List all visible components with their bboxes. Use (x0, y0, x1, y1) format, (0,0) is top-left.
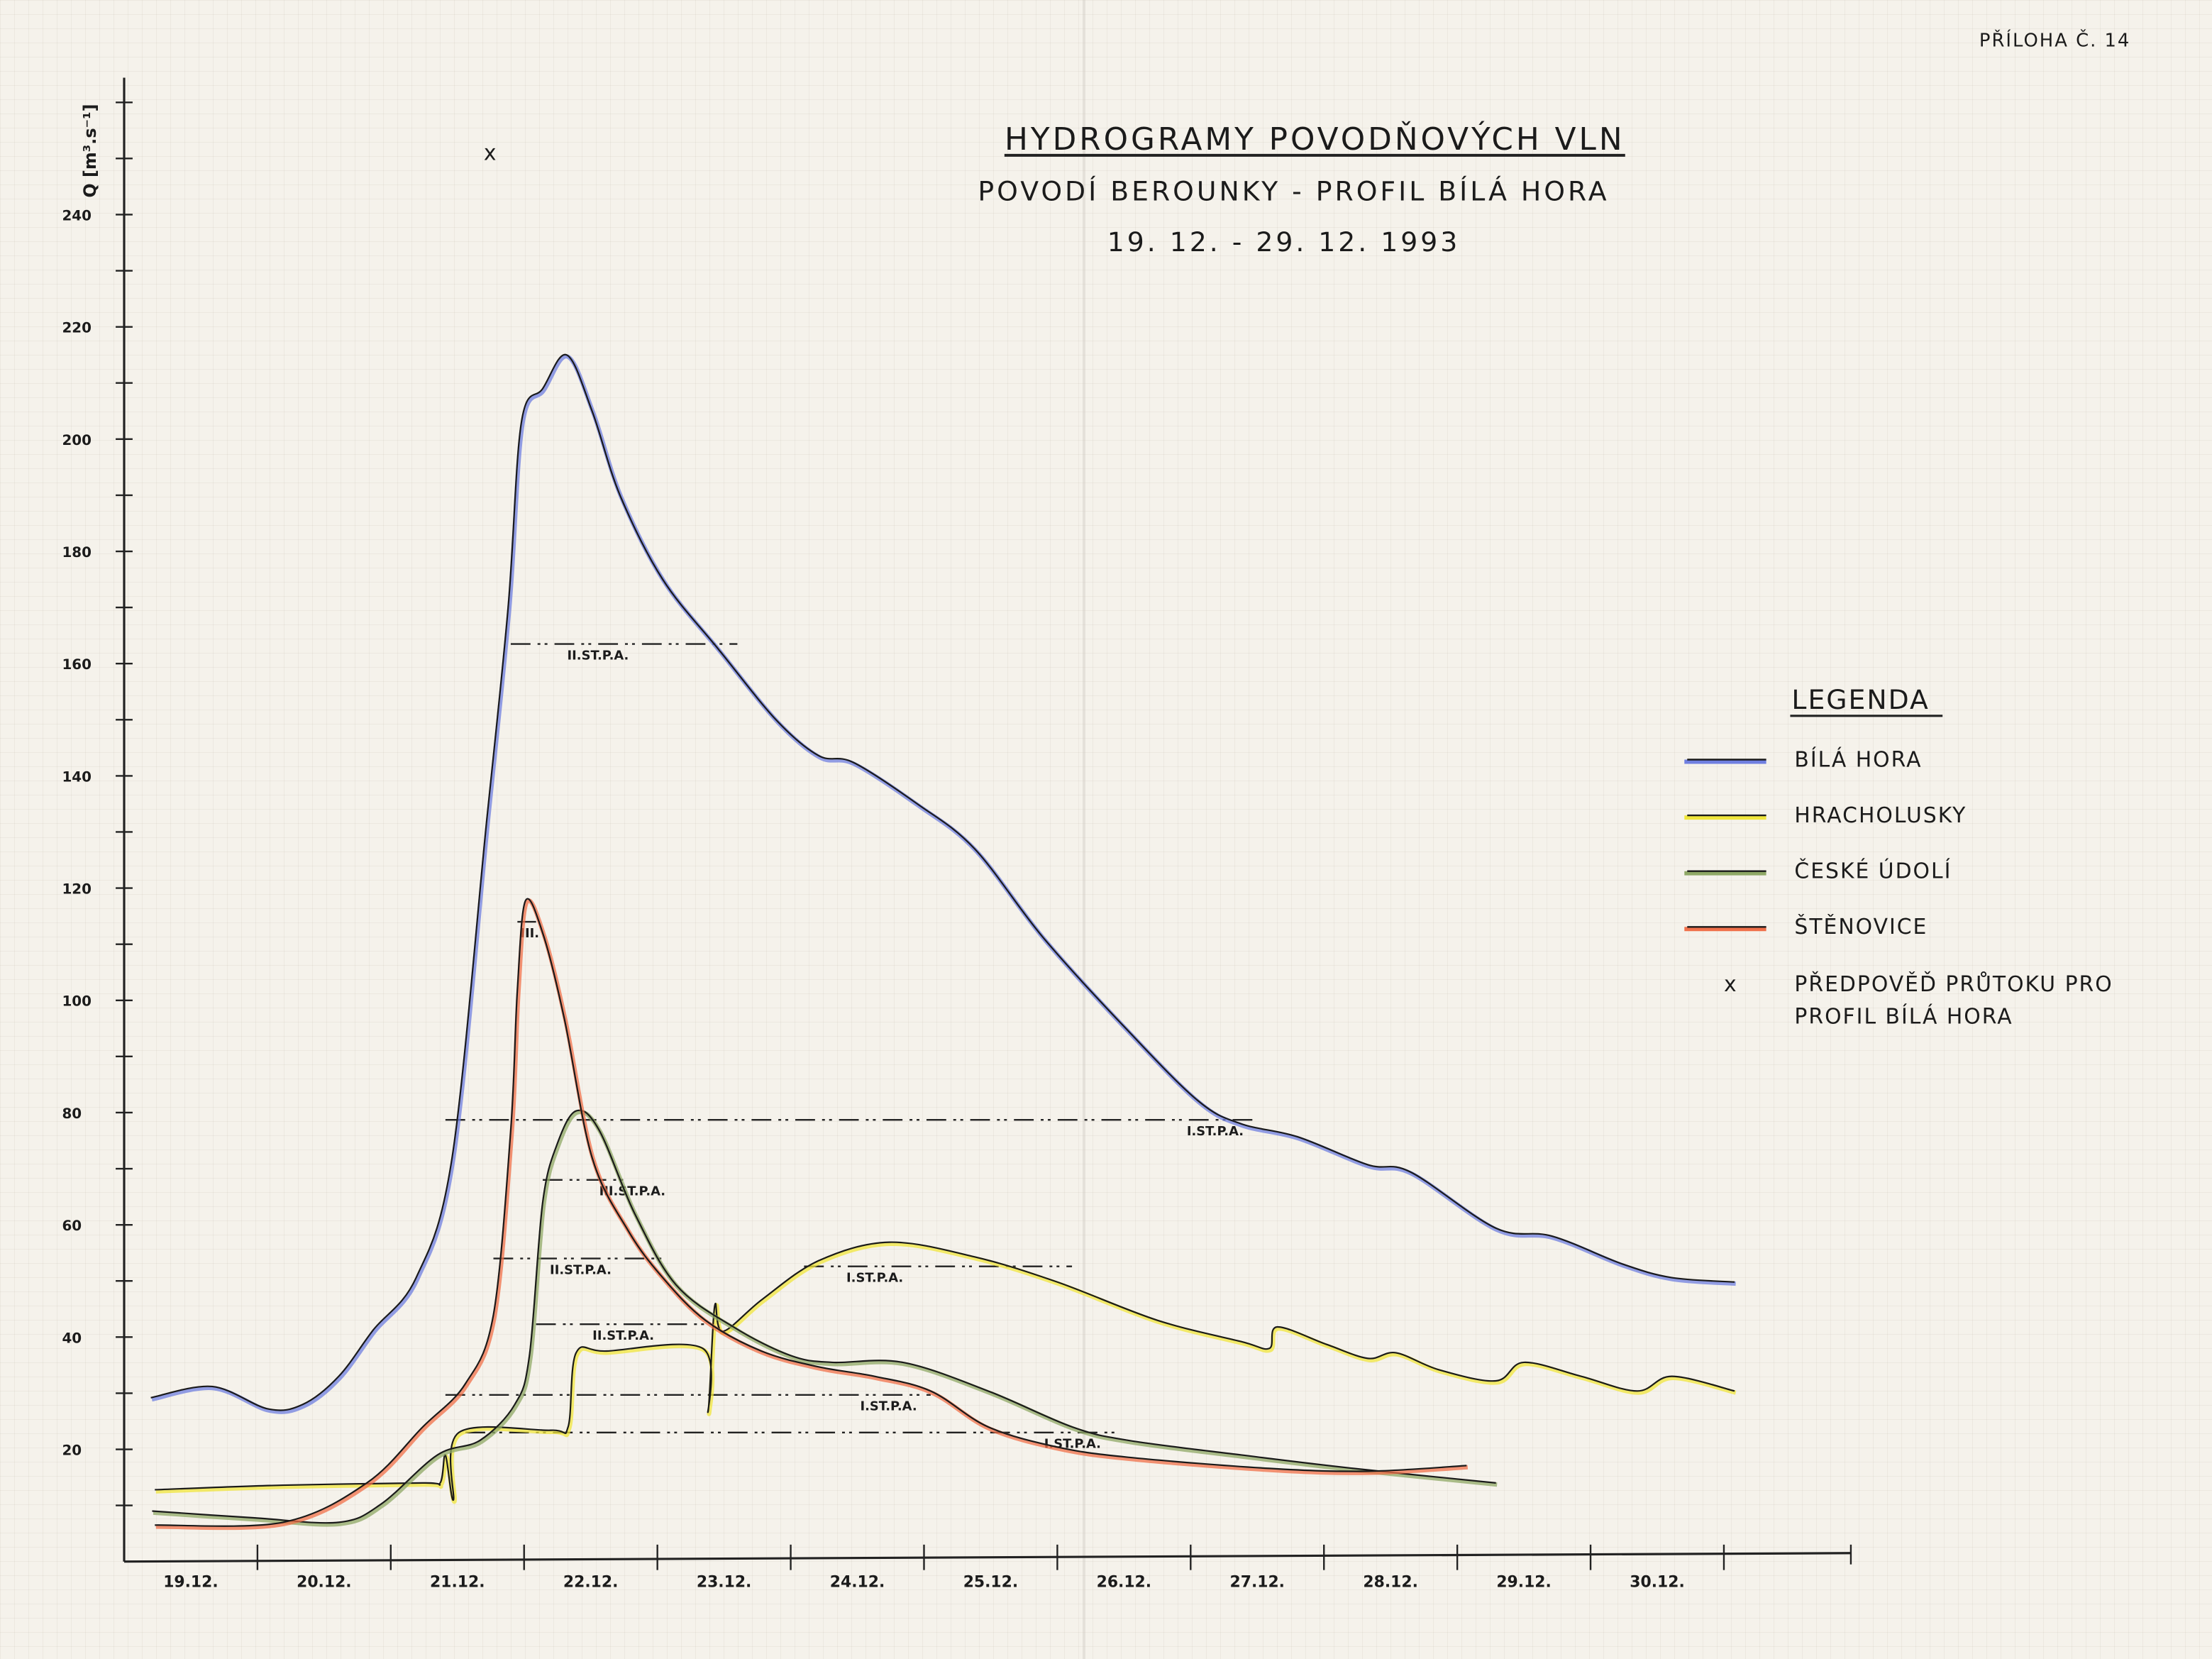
y-tick-label: 60 (62, 1218, 82, 1234)
legend: LEGENDA BÍLÁ HORA HRACHOLUSKY ČESKÉ ÚDOLÍ Š… (1684, 684, 2113, 1030)
threshold-label: I.ST.P.A. (1187, 1124, 1244, 1139)
y-tick-label: 140 (62, 768, 91, 785)
series-line-hracholusky (155, 1241, 1735, 1501)
threshold-label: II.ST.P.A. (592, 1328, 654, 1343)
legend-label-stenovice: ŠTĚNOVICE (1794, 913, 1928, 939)
series-color-stenovice (155, 898, 1469, 1531)
x-tick-label: 22.12. (563, 1574, 618, 1592)
y-axis-label: Q [m³.s⁻¹] (80, 104, 100, 197)
threshold-label: I.ST.P.A. (860, 1399, 917, 1414)
axes (123, 77, 1851, 1563)
y-tick-label: 160 (62, 656, 91, 673)
y-tick-label: 80 (62, 1106, 82, 1122)
forecast-marker: x (484, 140, 498, 165)
x-tick-label: 28.12. (1363, 1574, 1417, 1592)
series-line-stenovice (155, 898, 1467, 1527)
x-tick-label: 27.12. (1230, 1574, 1285, 1592)
paper-fold-line (1083, 0, 1085, 1659)
legend-forecast-marker: x (1724, 972, 1738, 997)
y-tick-label: 240 (62, 207, 91, 224)
x-tick-label: 30.12. (1630, 1574, 1684, 1592)
series-line-bila-hora (150, 353, 1735, 1411)
x-tick-label: 29.12. (1496, 1574, 1551, 1592)
y-tick-label: 20 (62, 1442, 82, 1458)
threshold-label: III. (520, 926, 539, 941)
threshold-label: III.ST.P.A. (599, 1184, 666, 1199)
chart-date-range: 19. 12. - 29. 12. 1993 (1107, 226, 1461, 258)
series-color-ceske-udoli (153, 1110, 1498, 1527)
legend-label-hracholusky: HRACHOLUSKY (1794, 803, 1967, 828)
legend-title: LEGENDA (1791, 684, 1929, 715)
x-tick-label: 21.12. (430, 1574, 485, 1592)
series-color-hracholusky (155, 1242, 1737, 1504)
threshold-label: I.ST.P.A. (846, 1271, 903, 1286)
y-tick-label: 200 (62, 432, 91, 448)
chart-title: HYDROGRAMY POVODŇOVÝCH VLN (1005, 120, 1625, 158)
legend-label-ceske-udoli: ČESKÉ ÚDOLÍ (1794, 858, 1952, 884)
y-tick-label: 40 (62, 1330, 82, 1346)
legend-forecast-label-line1: PŘEDPOVĚĎ PRŮTOKU PRO (1794, 971, 2113, 997)
x-axis (123, 1552, 1851, 1563)
threshold-label: II.ST.P.A. (550, 1262, 612, 1277)
x-tick-label: 23.12. (697, 1574, 751, 1592)
x-tick-label: 20.12. (297, 1574, 351, 1592)
y-tick-label: 180 (62, 544, 91, 561)
series-color-bila-hora (151, 354, 1736, 1414)
y-tick-label: 100 (62, 993, 91, 1010)
annex-label: PŘÍLOHA Č. 14 (1979, 28, 2130, 52)
chart-subtitle: POVODÍ BEROUNKY - PROFIL BÍLÁ HORA (978, 176, 1609, 207)
threshold-label: II.ST.P.A. (567, 648, 629, 663)
legend-forecast-label-line2: PROFIL BÍLÁ HORA (1794, 1004, 2013, 1030)
series-line-ceske-udoli (152, 1109, 1496, 1524)
x-tick-label: 26.12. (1097, 1574, 1151, 1592)
y-tick-label: 220 (62, 320, 91, 336)
y-tick-label: 120 (62, 881, 91, 898)
x-tick-label: 25.12. (963, 1574, 1018, 1592)
x-tick-label: 19.12. (163, 1574, 218, 1592)
legend-label-bila-hora: BÍLÁ HORA (1794, 746, 1922, 772)
x-tick-label: 24.12. (830, 1574, 885, 1592)
